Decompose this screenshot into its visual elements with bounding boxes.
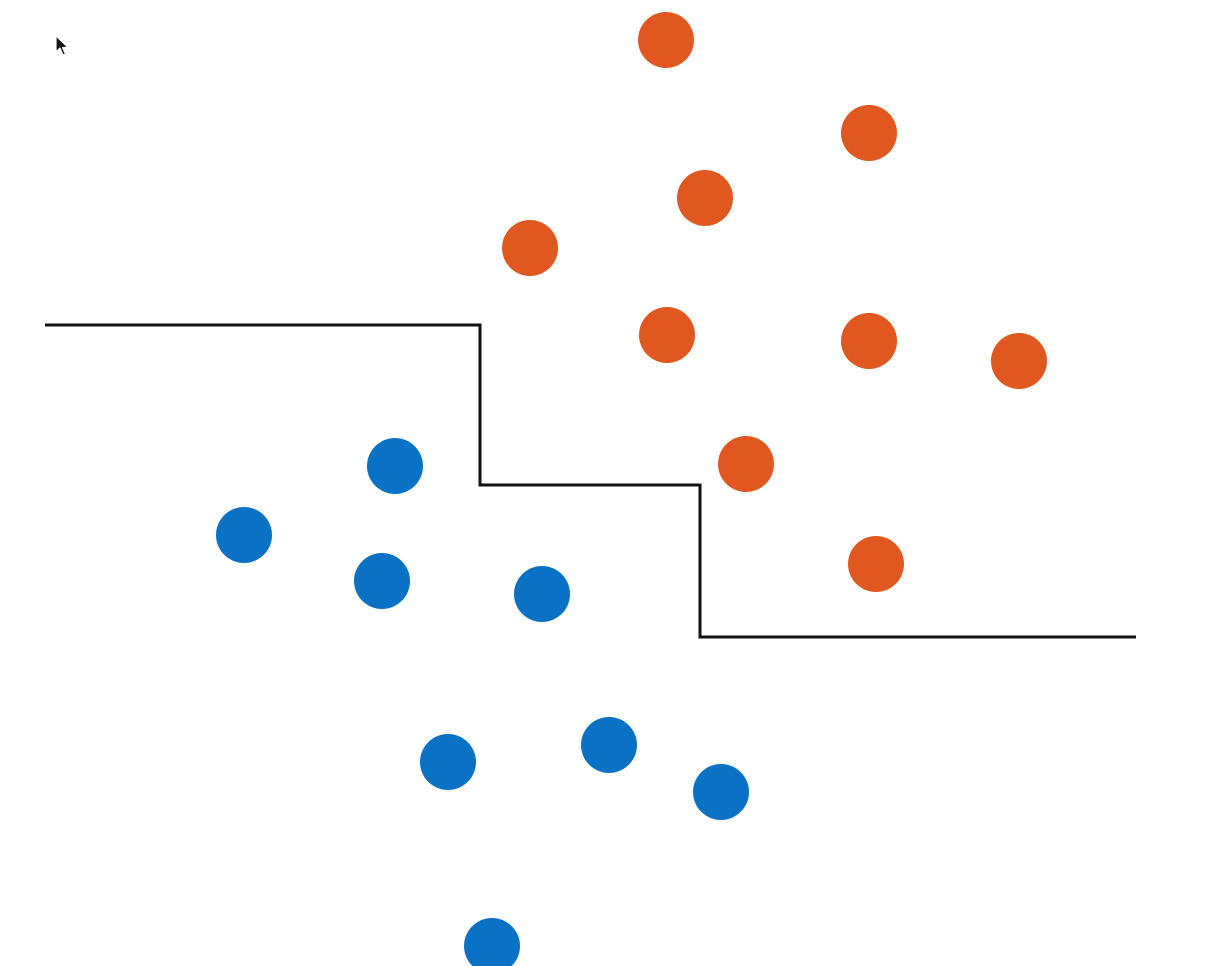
- data-points-layer: [216, 12, 1047, 966]
- data-point-series-0-7: [718, 436, 774, 492]
- data-point-series-1-3: [514, 566, 570, 622]
- data-point-series-1-0: [367, 438, 423, 494]
- data-point-series-0-2: [677, 170, 733, 226]
- data-point-series-0-1: [841, 105, 897, 161]
- data-point-series-0-8: [848, 536, 904, 592]
- data-point-series-1-5: [581, 717, 637, 773]
- decision-boundary-line: [45, 323, 1136, 639]
- data-point-series-0-3: [502, 220, 558, 276]
- data-point-series-0-0: [638, 12, 694, 68]
- data-point-series-1-4: [420, 734, 476, 790]
- mouse-pointer-icon: [55, 35, 69, 56]
- data-point-series-0-6: [991, 333, 1047, 389]
- decision-boundary-layer: [45, 323, 1136, 639]
- data-point-series-0-5: [841, 313, 897, 369]
- data-point-series-1-1: [216, 507, 272, 563]
- data-point-series-1-7: [464, 918, 520, 966]
- data-point-series-0-4: [639, 307, 695, 363]
- data-point-series-1-2: [354, 553, 410, 609]
- data-point-series-1-6: [693, 764, 749, 820]
